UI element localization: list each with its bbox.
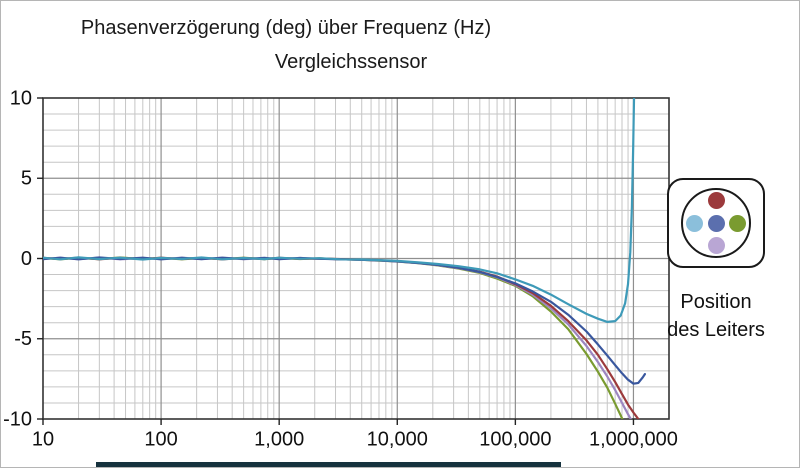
- legend-label-line2: des Leiters: [667, 319, 765, 341]
- chart-subtitle: Vergleichssensor: [274, 51, 428, 73]
- window-edge-artifact: [96, 462, 561, 467]
- svg-text:5: 5: [21, 168, 32, 190]
- chart-title: Phasenverzögerung (deg) über Frequenz (H…: [80, 17, 492, 39]
- svg-text:10: 10: [10, 87, 32, 109]
- svg-text:-10: -10: [3, 408, 32, 430]
- legend-dot-bottom: [707, 237, 725, 254]
- svg-text:1,000,000: 1,000,000: [589, 429, 678, 451]
- legend-dot-right: [729, 214, 746, 232]
- svg-text:10,000: 10,000: [367, 429, 428, 451]
- conductor-cross-section-icon: [681, 188, 751, 258]
- svg-text:-5: -5: [14, 328, 32, 350]
- legend-dot-left: [686, 214, 703, 232]
- legend-label: Position des Leiters: [646, 288, 786, 344]
- svg-text:1,000: 1,000: [254, 429, 304, 451]
- svg-text:10: 10: [32, 429, 54, 451]
- svg-text:100,000: 100,000: [479, 429, 551, 451]
- series-leiter-links-hellblau: [43, 98, 636, 323]
- legend-dot-center: [707, 214, 725, 232]
- legend-label-line1: Position: [680, 291, 752, 313]
- legend-box: [667, 178, 765, 268]
- series-leiter-mitte-blau: [43, 256, 646, 385]
- svg-text:0: 0: [21, 248, 32, 270]
- series-leiter-rechts-gruen: [43, 256, 624, 419]
- svg-text:100: 100: [144, 429, 177, 451]
- legend-dot-top: [707, 192, 725, 209]
